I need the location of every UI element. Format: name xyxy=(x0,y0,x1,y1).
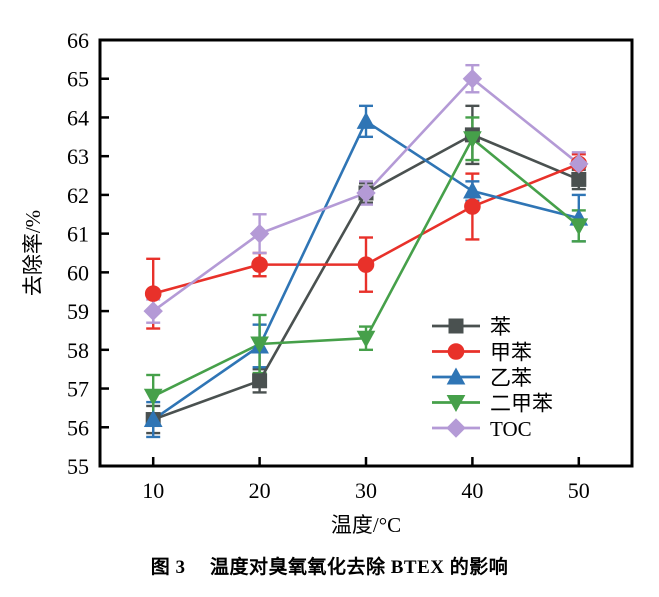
diamond-marker xyxy=(249,223,270,244)
legend-label-乙苯: 乙苯 xyxy=(490,366,532,390)
data-point-marker xyxy=(144,285,162,302)
y-axis-tick-label: 59 xyxy=(67,299,89,324)
data-point-marker xyxy=(356,330,376,348)
series-markers-二甲苯 xyxy=(143,131,589,406)
data-point-marker xyxy=(251,256,268,273)
data-point-marker xyxy=(463,131,482,149)
legend-marker-甲苯 xyxy=(447,343,465,360)
legend-label-苯: 苯 xyxy=(490,315,511,339)
data-point-marker xyxy=(250,336,269,354)
x-axis-tick-label: 10 xyxy=(142,478,164,503)
y-axis-tick-label: 62 xyxy=(67,183,89,208)
triangle-up-marker xyxy=(463,181,482,199)
triangle-up-marker xyxy=(143,409,163,428)
chart-plot: 55 56 57 58 59 60 61 62 63 64 65 66 10 20 30 40 50 温度/°C 去… xyxy=(21,28,634,537)
legend-marker-苯 xyxy=(448,318,464,334)
legend-marker-乙苯 xyxy=(446,367,466,385)
circle-marker xyxy=(251,256,268,273)
y-axis-tick-label: 55 xyxy=(67,454,89,479)
data-point-marker xyxy=(357,256,375,273)
y-axis-label: 去除率/% xyxy=(21,210,45,296)
legend-label-二甲苯: 二甲苯 xyxy=(490,392,553,416)
x-axis-tick-label: 40 xyxy=(461,478,483,503)
legend-marker-二甲苯 xyxy=(446,395,466,413)
x-axis-tick-label: 50 xyxy=(568,478,590,503)
diamond-marker xyxy=(569,154,589,174)
circle-marker xyxy=(447,343,465,360)
y-axis-tick-label: 64 xyxy=(67,105,89,130)
square-marker xyxy=(571,171,587,187)
legend-label-甲苯: 甲苯 xyxy=(490,341,532,365)
y-axis-tick-label: 65 xyxy=(67,67,89,92)
diamond-marker xyxy=(462,69,483,89)
diamond-marker xyxy=(356,183,376,203)
legend-label-TOC: TOC xyxy=(490,417,532,441)
data-point-marker xyxy=(252,373,268,389)
square-marker xyxy=(252,373,268,389)
y-axis-tick-label: 57 xyxy=(67,377,89,402)
y-axis-tick-label: 66 xyxy=(67,28,89,53)
circle-marker xyxy=(464,198,481,215)
diamond-marker xyxy=(446,418,466,438)
triangle-down-marker xyxy=(569,218,589,236)
x-axis-label: 温度/°C xyxy=(331,513,401,537)
data-point-marker xyxy=(569,218,589,236)
data-point-marker xyxy=(143,409,163,428)
data-point-marker xyxy=(356,183,376,203)
triangle-down-marker xyxy=(446,395,466,413)
x-axis-tick-label: 30 xyxy=(355,478,377,503)
diamond-marker xyxy=(143,301,163,321)
y-axis-tick-label: 58 xyxy=(67,338,89,363)
x-axis-tick-label: 20 xyxy=(249,478,271,503)
triangle-up-marker xyxy=(356,111,376,129)
data-point-marker xyxy=(462,69,483,89)
circle-marker xyxy=(144,285,162,302)
y-axis-tick-label: 60 xyxy=(67,260,89,285)
figure-caption: 图 3 温度对臭氧氧化去除 BTEX 的影响 xyxy=(0,552,659,579)
data-point-marker xyxy=(464,198,481,215)
series-markers-TOC xyxy=(143,69,589,321)
data-point-marker xyxy=(249,223,270,244)
square-marker xyxy=(448,318,464,334)
data-point-marker xyxy=(571,171,587,187)
caption-number: 图 3 xyxy=(150,557,186,578)
triangle-down-marker xyxy=(356,330,376,348)
data-point-marker xyxy=(356,111,376,129)
y-axis-tick-label: 63 xyxy=(67,144,89,169)
data-point-marker xyxy=(143,301,163,321)
y-axis-tick-label: 61 xyxy=(67,222,89,247)
data-point-marker xyxy=(463,181,482,199)
circle-marker xyxy=(357,256,375,273)
y-axis-tick-label: 56 xyxy=(67,415,89,440)
legend-marker-TOC xyxy=(446,418,466,438)
triangle-down-marker xyxy=(143,388,163,406)
caption-text: 温度对臭氧氧化去除 BTEX 的影响 xyxy=(210,557,509,578)
triangle-down-marker xyxy=(250,336,269,354)
data-point-marker xyxy=(143,388,163,406)
triangle-up-marker xyxy=(446,367,466,385)
data-point-marker xyxy=(569,154,589,174)
triangle-down-marker xyxy=(463,131,482,149)
